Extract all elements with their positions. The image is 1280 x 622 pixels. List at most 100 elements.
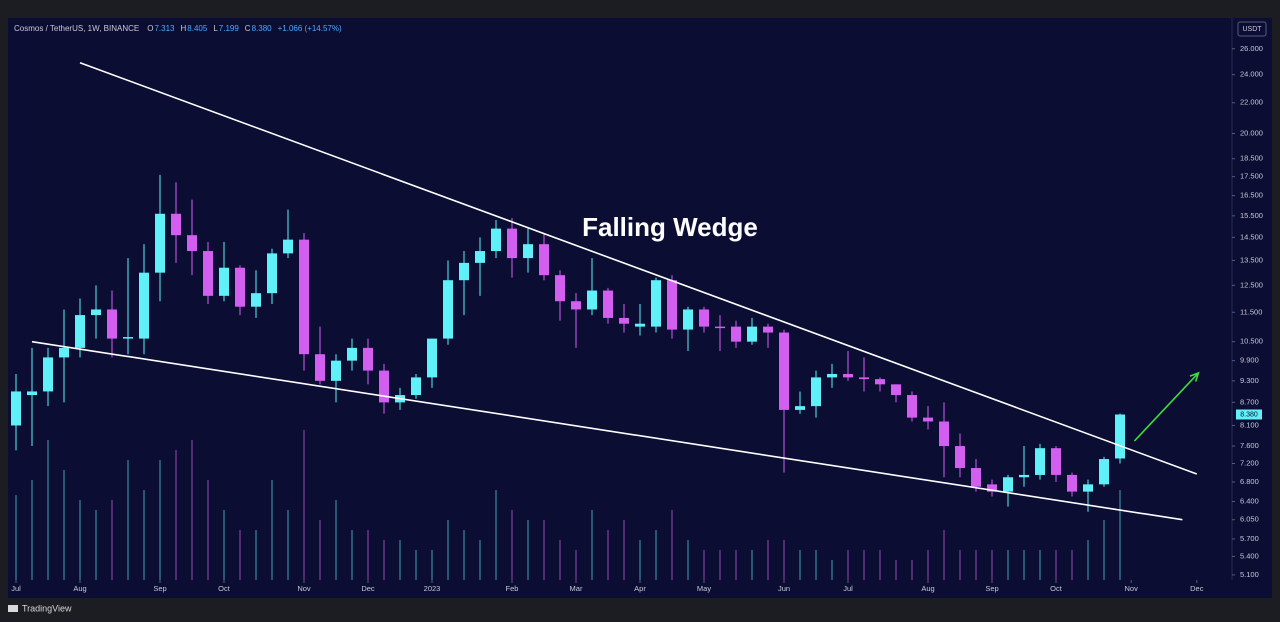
candle-body — [1099, 459, 1109, 485]
arrow — [1133, 372, 1199, 442]
x-tick-label: Mar — [570, 584, 583, 593]
candle-body — [651, 280, 661, 327]
y-tick-label: 8.700 — [1240, 397, 1259, 406]
candle-body — [1003, 477, 1013, 492]
volume-bar — [607, 530, 609, 580]
x-tick-label: Nov — [1125, 584, 1139, 593]
currency: USDT — [1242, 26, 1262, 33]
candle-body — [619, 317, 629, 324]
volume-bar — [783, 540, 785, 580]
candle-body — [59, 347, 69, 358]
logo — [8, 605, 18, 612]
candle-body — [171, 213, 181, 236]
candle-body — [347, 347, 357, 361]
candle-body — [571, 301, 581, 310]
candle-body — [11, 391, 21, 426]
volume-bar — [415, 550, 417, 580]
ohlc-key: C — [245, 24, 251, 33]
candle-body — [715, 326, 725, 329]
candle-body — [379, 370, 389, 403]
candle-body — [1019, 474, 1029, 478]
candle-body — [283, 239, 293, 254]
candle-body — [539, 244, 549, 276]
volume-bar — [623, 520, 625, 580]
last-price: 8.380 — [1240, 411, 1258, 418]
volume-bar — [367, 530, 369, 580]
candle-body — [683, 309, 693, 330]
candle-body — [107, 309, 117, 339]
volume-bar — [1055, 550, 1057, 580]
x-tick-label: Sep — [985, 584, 998, 593]
candle-body — [971, 468, 981, 487]
y-tick-label: 16.500 — [1240, 191, 1263, 200]
volume-bar — [287, 510, 289, 580]
candle-body — [203, 251, 213, 296]
candle-body — [555, 275, 565, 302]
currency-box — [1237, 21, 1267, 37]
volume-bar — [703, 550, 705, 580]
trendline — [31, 340, 1183, 521]
volume-bar — [79, 500, 81, 580]
volume-bar — [1007, 550, 1009, 580]
ohlc-legend: O 7.313 H 8.405 L 7.199 C 8.380 — [147, 24, 272, 33]
x-tick-label: Oct — [218, 584, 231, 593]
x-tick-label: Dec — [361, 584, 375, 593]
candle-body — [763, 326, 773, 333]
y-tick-label: 26.000 — [1240, 44, 1263, 53]
symbol: Cosmos / TetherUS, 1W, BINANCE — [14, 24, 139, 33]
candle-body — [235, 267, 245, 307]
arrow-head — [1189, 371, 1200, 382]
volume-bar — [847, 550, 849, 580]
volume-bar — [95, 510, 97, 580]
candle-body — [139, 272, 149, 339]
volume-bar — [655, 530, 657, 580]
y-tick-label: 13.500 — [1240, 255, 1263, 264]
candle-body — [827, 373, 837, 378]
candle-body — [267, 253, 277, 294]
volume-bar — [815, 550, 817, 580]
volume-bar — [127, 460, 129, 580]
y-tick-label: 6.050 — [1240, 515, 1259, 524]
x-tick-label: May — [697, 584, 711, 593]
trendline — [79, 61, 1198, 475]
y-tick-label: 14.500 — [1240, 232, 1263, 241]
candle-body — [411, 377, 421, 396]
volume-bar — [879, 550, 881, 580]
x-tick-label: 2023 — [424, 584, 441, 593]
volume-bar — [831, 560, 833, 580]
volume-bar — [463, 530, 465, 580]
candle-body — [923, 417, 933, 422]
candle-body — [875, 379, 885, 385]
candle-body — [811, 377, 821, 407]
volume-bar — [687, 540, 689, 580]
y-tick-label: 5.100 — [1240, 570, 1259, 579]
annotation: Falling Wedge — [582, 212, 758, 242]
candle-body — [747, 326, 757, 342]
volume-bar — [863, 550, 865, 580]
volume-bar — [639, 540, 641, 580]
time-axis — [8, 580, 1272, 598]
volume-bar — [495, 490, 497, 580]
volume-bar — [63, 470, 65, 580]
volume-bar — [223, 510, 225, 580]
candle-body — [859, 377, 869, 380]
volume-bar — [591, 510, 593, 580]
candle-body — [795, 406, 805, 410]
volume-bar — [15, 495, 17, 580]
volume-bar — [1087, 540, 1089, 580]
footer: TradingView — [22, 603, 72, 613]
volume-bar — [975, 550, 977, 580]
candle-body — [731, 326, 741, 342]
y-tick-label: 18.500 — [1240, 154, 1263, 163]
volume-bar — [1103, 520, 1105, 580]
candle-body — [491, 228, 501, 252]
volume-bar — [767, 540, 769, 580]
candle-body — [955, 446, 965, 469]
volume-bar — [735, 550, 737, 580]
candle-body — [635, 323, 645, 327]
volume-bar — [911, 560, 913, 580]
volume-bar — [351, 530, 353, 580]
volume-bar — [1039, 550, 1041, 580]
candle-body — [987, 484, 997, 492]
